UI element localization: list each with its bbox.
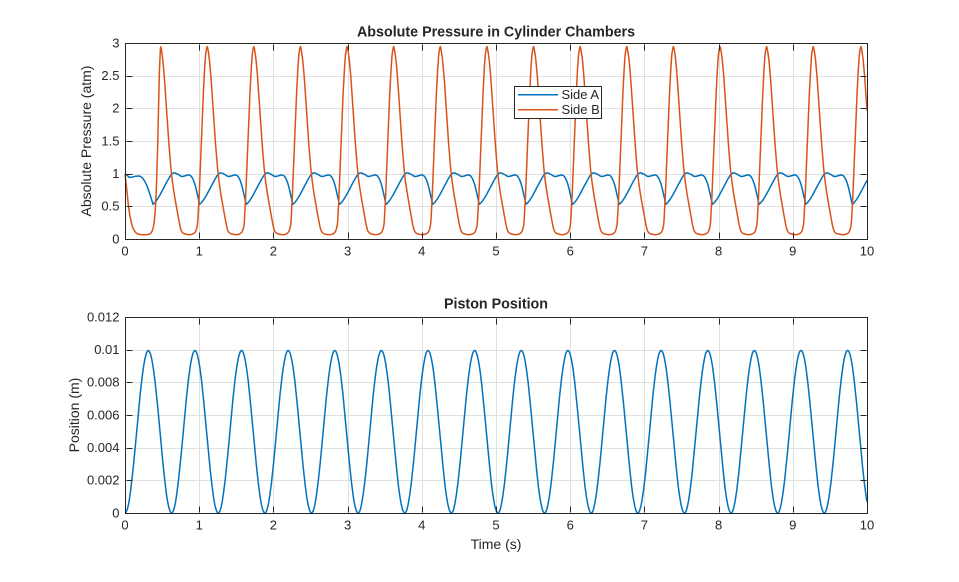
svg-text:Absolute Pressure (atm): Absolute Pressure (atm): [78, 66, 94, 217]
svg-text:2.5: 2.5: [101, 68, 119, 83]
svg-text:6: 6: [567, 518, 574, 533]
svg-text:4: 4: [418, 518, 425, 533]
svg-text:6: 6: [567, 244, 574, 259]
svg-text:0.004: 0.004: [87, 440, 120, 455]
svg-text:10: 10: [860, 244, 874, 259]
svg-text:3: 3: [112, 35, 119, 50]
svg-text:1: 1: [112, 166, 119, 181]
svg-text:1: 1: [196, 244, 203, 259]
svg-text:Side A: Side A: [562, 87, 600, 102]
svg-text:Absolute Pressure in Cylinder: Absolute Pressure in Cylinder Chambers: [357, 25, 635, 41]
svg-text:3: 3: [344, 518, 351, 533]
svg-text:Time (s): Time (s): [471, 536, 522, 552]
svg-text:2: 2: [112, 101, 119, 116]
svg-text:9: 9: [789, 518, 796, 533]
svg-text:5: 5: [492, 518, 499, 533]
svg-text:7: 7: [641, 244, 648, 259]
svg-text:0.006: 0.006: [87, 407, 120, 422]
svg-text:7: 7: [641, 518, 648, 533]
svg-text:1: 1: [196, 518, 203, 533]
svg-text:4: 4: [418, 244, 425, 259]
svg-text:0: 0: [112, 505, 119, 520]
svg-text:5: 5: [492, 244, 499, 259]
svg-text:0.002: 0.002: [87, 473, 120, 488]
svg-text:Piston Position: Piston Position: [444, 297, 548, 313]
svg-text:0: 0: [121, 244, 128, 259]
svg-text:1.5: 1.5: [101, 133, 119, 148]
svg-text:0.01: 0.01: [94, 342, 119, 357]
svg-text:8: 8: [715, 244, 722, 259]
svg-text:10: 10: [860, 518, 874, 533]
svg-text:8: 8: [715, 518, 722, 533]
svg-text:Position (m): Position (m): [66, 378, 82, 453]
svg-text:0.5: 0.5: [101, 199, 119, 214]
svg-text:0: 0: [112, 231, 119, 246]
svg-text:2: 2: [270, 518, 277, 533]
svg-text:9: 9: [789, 244, 796, 259]
svg-text:2: 2: [270, 244, 277, 259]
svg-text:0.008: 0.008: [87, 375, 120, 390]
svg-text:0: 0: [121, 518, 128, 533]
svg-text:Side B: Side B: [562, 102, 600, 117]
svg-text:3: 3: [344, 244, 351, 259]
svg-text:0.012: 0.012: [87, 309, 120, 324]
